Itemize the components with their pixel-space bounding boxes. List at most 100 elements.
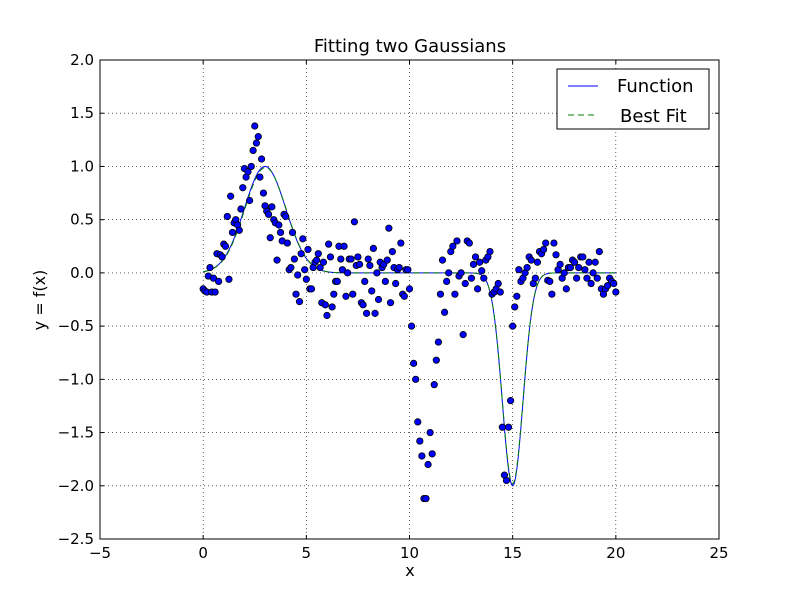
data-point <box>461 279 469 288</box>
data-point <box>218 253 226 261</box>
x-axis-label: x <box>405 561 414 580</box>
data-point <box>268 203 276 211</box>
data-point <box>223 212 231 221</box>
data-point <box>361 277 369 285</box>
data-point <box>295 298 304 306</box>
data-point <box>426 428 434 437</box>
data-point <box>374 295 383 304</box>
y-tick-label: 1.0 <box>70 157 94 175</box>
y-tick-label: −2.5 <box>58 530 94 548</box>
data-point <box>469 260 478 268</box>
data-point <box>587 279 595 288</box>
data-point <box>369 244 377 253</box>
data-point <box>239 184 247 192</box>
data-point <box>292 290 300 298</box>
data-point <box>400 292 408 300</box>
data-point <box>410 359 418 367</box>
data-point <box>316 263 324 272</box>
data-point <box>290 255 298 263</box>
data-point <box>550 239 558 247</box>
data-point <box>562 285 570 293</box>
data-point <box>326 253 335 261</box>
y-axis-label: y = f(x) <box>30 270 49 331</box>
x-tick-label: 10 <box>400 544 419 562</box>
data-point <box>304 245 312 254</box>
data-point <box>245 196 254 205</box>
data-point <box>603 282 612 290</box>
data-point <box>436 290 445 298</box>
data-point <box>227 192 235 200</box>
data-point <box>337 255 345 263</box>
data-point <box>342 292 350 300</box>
data-point <box>459 331 467 339</box>
data-point <box>362 309 371 317</box>
data-point <box>579 253 587 261</box>
data-point <box>392 279 400 288</box>
y-tick-label: 2.0 <box>70 51 94 69</box>
data-point <box>328 303 336 311</box>
data-point <box>325 240 333 248</box>
chart-title: Fitting two Gaussians <box>314 36 506 57</box>
data-point <box>347 255 355 263</box>
data-point <box>430 381 438 389</box>
data-point <box>228 228 237 237</box>
scatter-points <box>199 122 620 503</box>
data-point <box>453 237 461 245</box>
data-point <box>276 228 285 237</box>
data-point <box>465 239 473 247</box>
data-point <box>371 309 379 317</box>
data-point <box>552 251 560 259</box>
data-point <box>299 235 307 243</box>
x-tick-label: 25 <box>709 544 728 562</box>
data-point <box>438 256 447 264</box>
y-tick-label: −1.5 <box>58 424 94 442</box>
y-tick-label: −2.0 <box>58 477 94 495</box>
plot-area <box>100 60 719 539</box>
data-point <box>354 253 362 261</box>
data-point <box>449 242 457 250</box>
data-point <box>440 308 449 316</box>
data-point <box>480 274 488 282</box>
data-point <box>264 210 273 218</box>
data-point <box>422 494 430 503</box>
data-point <box>591 258 599 266</box>
x-tick-label: 5 <box>302 544 312 562</box>
data-point <box>211 288 219 296</box>
data-point <box>612 288 620 296</box>
data-point <box>314 250 322 258</box>
data-point <box>330 290 338 298</box>
data-point <box>283 239 291 247</box>
data-point <box>225 275 233 283</box>
data-point <box>349 290 357 298</box>
data-point <box>251 122 259 130</box>
data-point <box>301 266 309 274</box>
data-point <box>395 263 403 272</box>
data-point <box>494 279 502 288</box>
data-point <box>496 288 504 296</box>
data-point <box>533 258 542 266</box>
data-point <box>523 263 531 272</box>
data-point <box>256 173 264 181</box>
data-point <box>428 450 436 458</box>
data-point <box>412 375 420 383</box>
x-tick-label: 0 <box>198 544 208 562</box>
data-point <box>515 266 523 274</box>
data-point <box>323 311 331 320</box>
data-point <box>443 277 451 285</box>
y-tick-label: 1.5 <box>70 104 94 122</box>
data-point <box>610 279 618 288</box>
data-point <box>333 277 341 285</box>
data-point <box>418 452 426 460</box>
data-point <box>451 290 459 298</box>
data-point <box>511 303 519 311</box>
data-point <box>307 285 316 293</box>
legend-label-function: Function <box>617 76 694 97</box>
data-point <box>319 258 328 266</box>
data-point <box>366 261 374 270</box>
x-tick-label: −5 <box>89 544 111 562</box>
data-point <box>502 476 511 485</box>
data-point <box>531 274 539 282</box>
data-point <box>383 256 391 264</box>
data-point <box>237 205 245 213</box>
